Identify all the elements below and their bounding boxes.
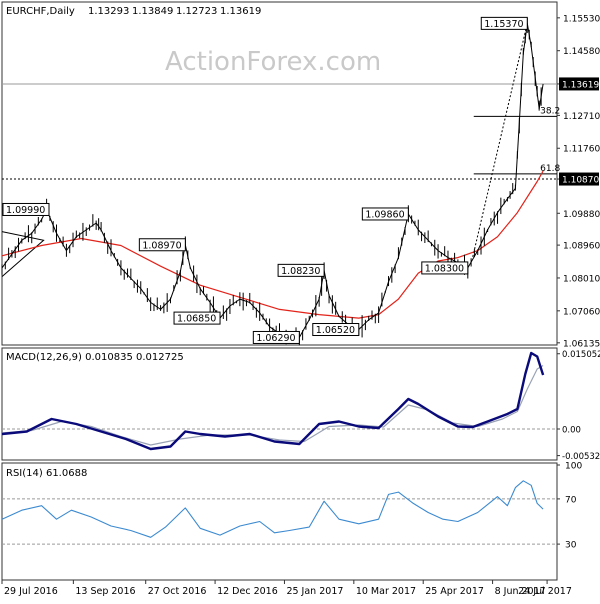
level-marker-bg: [559, 172, 599, 186]
price-tick-label: 1.08010: [563, 274, 600, 284]
ohlc-low: 1.12723: [176, 6, 217, 17]
rsi-title: RSI(14) 61.0688: [6, 468, 87, 479]
price-tick-label: 1.14580: [563, 47, 600, 57]
swing-label: 1.08970: [142, 240, 181, 251]
triangle-pattern: [1, 231, 45, 277]
ohlc-open: 1.13293: [88, 6, 129, 17]
swing-label-box: [173, 311, 221, 325]
date-tick-label: 13 Sep 2016: [75, 586, 135, 597]
fib-382-label: 38.2: [540, 106, 560, 116]
price-tick-label: 1.07060: [563, 307, 600, 317]
rsi-tick-label: 30: [565, 541, 577, 551]
price-tick-label: 1.06135: [563, 339, 600, 349]
price-tick-label: 1.11760: [563, 145, 600, 155]
macd-tick-label: 0.015052: [562, 350, 600, 360]
price-tick-label: 1.15530: [563, 14, 600, 24]
date-tick-label: 24 Jul 2017: [518, 586, 572, 597]
price-tick-label: 1.09880: [563, 210, 600, 220]
swing-labels: 1.15370 1.09990 1.08970 1.06850 1.08230 1.062…: [2, 16, 528, 344]
swing-label: 1.09860: [365, 209, 404, 220]
level-marker: 1.10870: [562, 176, 599, 186]
swing-label-box: [361, 207, 409, 221]
macd-line: [1, 351, 545, 451]
date-tick-label: 10 Mar 2017: [356, 586, 416, 597]
current-price-marker: 1.13619: [562, 80, 599, 90]
swing-label: 1.15370: [484, 19, 523, 30]
date-axis: 29 Jul 2016 13 Sep 2016 27 Oct 2016 12 Dec …: [1, 580, 572, 597]
rsi-tick-label: 100: [565, 462, 582, 472]
ohlc-high: 1.13849: [132, 6, 173, 17]
macd-panel-frame: [1, 347, 558, 461]
rally-trendline: [472, 23, 528, 257]
rsi-panel-frame: [1, 462, 558, 581]
price-tick-label: 1.08960: [563, 242, 600, 252]
current-price-marker-bg: [559, 77, 599, 91]
swing-label: 1.08230: [281, 266, 320, 277]
rsi-line: [1, 480, 544, 538]
price-axis: 1.15530 1.14580 1.12710 1.11760 1.09880 1.089…: [557, 14, 600, 349]
date-tick-label: 8 Jun 2017: [495, 586, 546, 597]
swing-label-box: [277, 263, 325, 277]
swing-label-box: [2, 202, 50, 216]
price-title-group: EURCHF,Daily 1.13293 1.13849 1.12723 1.1…: [6, 6, 261, 17]
swing-label-box: [312, 323, 360, 337]
date-tick-label: 25 Jan 2017: [286, 586, 343, 597]
price-markers: 1.13619 1.10870: [559, 77, 599, 186]
fib-618-label: 61.8: [540, 164, 560, 174]
date-tick-label: 25 Apr 2017: [425, 586, 484, 597]
swing-label: 1.06520: [316, 325, 355, 336]
swing-label-box: [138, 238, 186, 252]
rsi-tick-label: 70: [565, 495, 577, 505]
date-tick-label: 29 Jul 2016: [4, 586, 58, 597]
macd-signal-line: [1, 364, 544, 446]
date-tick-label: 27 Oct 2016: [148, 586, 207, 597]
sma-line: [1, 170, 544, 319]
swing-label: 1.06850: [177, 314, 216, 325]
swing-label: 1.08300: [425, 263, 464, 274]
price-grid: 38.2 61.8: [1, 23, 560, 277]
swing-label-box: [480, 16, 528, 30]
ohlc-close: 1.13619: [220, 6, 261, 17]
swing-label: 1.09990: [6, 205, 45, 216]
swing-label-box: [252, 330, 300, 344]
macd-title: MACD(12,26,9) 0.010835 0.012725: [6, 352, 184, 363]
watermark: ActionForex.com: [165, 47, 381, 77]
date-tick-label: 12 Dec 2016: [217, 586, 278, 597]
price-title: EURCHF,Daily: [6, 6, 75, 17]
price-tick-label: 1.12710: [563, 112, 600, 122]
macd-tick-label: 0.00: [562, 426, 581, 436]
rsi-plot: 100 70 30: [1, 462, 582, 551]
swing-label: 1.06290: [256, 333, 295, 344]
swing-label-box: [421, 261, 469, 275]
